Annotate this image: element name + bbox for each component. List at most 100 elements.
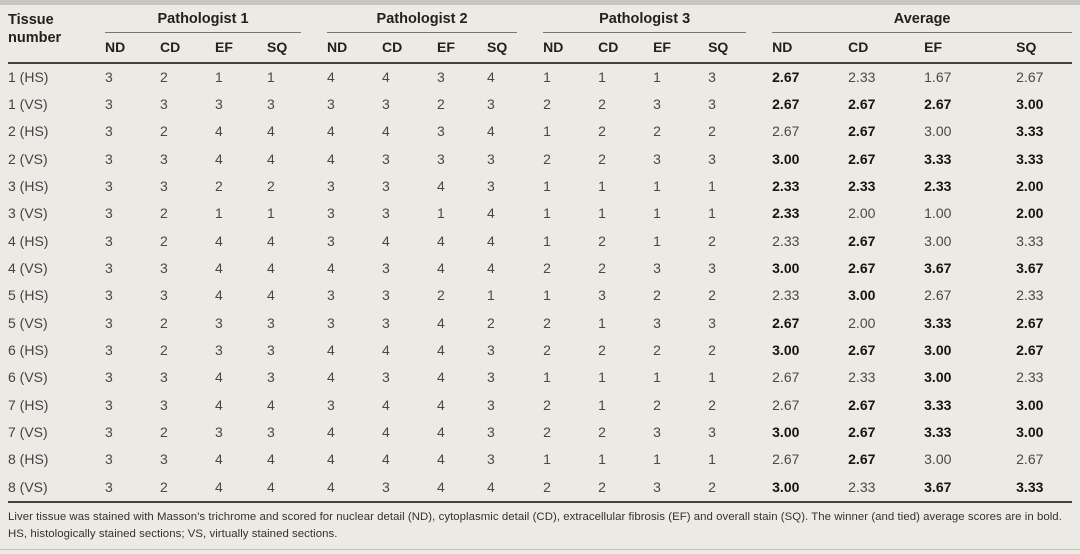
row-label: 5 (HS) bbox=[8, 287, 49, 304]
average-cell: 2.67 bbox=[1016, 69, 1044, 86]
column-header-tissue-number: Tissue number bbox=[8, 5, 105, 64]
score-cell: 3 bbox=[105, 232, 113, 249]
score-cell: 2 bbox=[543, 342, 551, 359]
score-cell: 3 bbox=[487, 369, 495, 386]
average-cell: 3.33 bbox=[1016, 232, 1044, 249]
average-cell: 3.33 bbox=[924, 150, 952, 167]
score-cell: 1 bbox=[708, 178, 716, 195]
score-cell: 4 bbox=[267, 396, 275, 413]
row-label: 8 (VS) bbox=[8, 478, 48, 495]
score-cell: 2 bbox=[708, 396, 716, 413]
score-cell: 2 bbox=[437, 287, 445, 304]
score-cell: 1 bbox=[708, 205, 716, 222]
score-cell: 2 bbox=[653, 123, 661, 140]
score-cell: 3 bbox=[105, 424, 113, 441]
score-cell: 2 bbox=[708, 232, 716, 249]
score-cell: 3 bbox=[382, 369, 390, 386]
average-cell: 2.67 bbox=[1016, 314, 1044, 331]
average-cell: 2.00 bbox=[1016, 178, 1044, 195]
score-cell: 2 bbox=[598, 123, 606, 140]
table-row: 1 (HS) 3 2 1 1 4 4 3 4 1 1 1 3 2.67 2.33 1.67 2.67 bbox=[8, 63, 1072, 90]
bottom-border-line bbox=[0, 549, 1080, 550]
score-cell: 4 bbox=[215, 396, 223, 413]
score-cell: 3 bbox=[327, 232, 335, 249]
average-cell: 2.67 bbox=[772, 314, 800, 331]
column-header-p2-nd: ND bbox=[327, 33, 383, 64]
average-cell: 2.67 bbox=[772, 451, 800, 468]
row-label: 4 (VS) bbox=[8, 260, 48, 277]
average-cell: 2.33 bbox=[924, 178, 952, 195]
average-cell: 1.00 bbox=[924, 205, 952, 222]
row-label: 6 (HS) bbox=[8, 342, 49, 359]
column-group-pathologist-2: Pathologist 2 bbox=[327, 5, 543, 33]
average-cell: 3.00 bbox=[924, 232, 952, 249]
column-header-p2-ef: EF bbox=[437, 33, 488, 64]
row-label: 6 (VS) bbox=[8, 369, 48, 386]
score-cell: 3 bbox=[382, 178, 390, 195]
table-body: 1 (HS) 3 2 1 1 4 4 3 4 1 1 1 3 2.67 2.33 1.67 2.67 1 (VS)… bbox=[8, 63, 1072, 501]
table-row: 7 (HS) 3 3 4 4 3 4 4 3 2 1 2 2 2.67 2.67 3.33 3.00 bbox=[8, 391, 1072, 418]
score-cell: 2 bbox=[215, 178, 223, 195]
score-cell: 4 bbox=[487, 260, 495, 277]
score-cell: 2 bbox=[160, 69, 168, 86]
top-border-strip bbox=[0, 0, 1080, 5]
score-cell: 4 bbox=[327, 150, 335, 167]
score-cell: 3 bbox=[487, 424, 495, 441]
score-cell: 2 bbox=[543, 96, 551, 113]
score-cell: 3 bbox=[105, 96, 113, 113]
score-cell: 4 bbox=[215, 150, 223, 167]
score-cell: 4 bbox=[382, 342, 390, 359]
score-cell: 4 bbox=[327, 424, 335, 441]
column-header-p3-ef: EF bbox=[653, 33, 709, 64]
score-cell: 4 bbox=[437, 396, 445, 413]
average-cell: 2.33 bbox=[848, 478, 876, 495]
score-cell: 3 bbox=[487, 178, 495, 195]
row-label: 4 (HS) bbox=[8, 232, 49, 249]
score-cell: 1 bbox=[653, 232, 661, 249]
row-label: 8 (HS) bbox=[8, 451, 49, 468]
score-cell: 3 bbox=[708, 150, 716, 167]
average-cell: 2.33 bbox=[772, 205, 800, 222]
score-cell: 1 bbox=[543, 205, 551, 222]
score-cell: 2 bbox=[598, 260, 606, 277]
score-cell: 4 bbox=[437, 478, 445, 495]
average-cell: 2.67 bbox=[848, 451, 876, 468]
score-cell: 3 bbox=[215, 96, 223, 113]
score-cell: 1 bbox=[708, 369, 716, 386]
score-cell: 3 bbox=[437, 123, 445, 140]
score-cell: 2 bbox=[653, 342, 661, 359]
score-cell: 3 bbox=[708, 314, 716, 331]
score-cell: 1 bbox=[708, 451, 716, 468]
score-cell: 2 bbox=[160, 232, 168, 249]
score-cell: 2 bbox=[160, 478, 168, 495]
score-cell: 4 bbox=[487, 232, 495, 249]
score-cell: 3 bbox=[437, 69, 445, 86]
average-cell: 2.67 bbox=[848, 342, 876, 359]
score-cell: 4 bbox=[267, 287, 275, 304]
score-cell: 4 bbox=[382, 424, 390, 441]
score-cell: 4 bbox=[327, 69, 335, 86]
score-cell: 1 bbox=[653, 69, 661, 86]
average-cell: 2.67 bbox=[848, 260, 876, 277]
score-cell: 1 bbox=[543, 123, 551, 140]
row-label: 5 (VS) bbox=[8, 314, 48, 331]
row-label: 3 (HS) bbox=[8, 178, 49, 195]
average-cell: 3.33 bbox=[1016, 478, 1044, 495]
score-cell: 4 bbox=[327, 123, 335, 140]
score-cell: 1 bbox=[215, 69, 223, 86]
average-cell: 2.67 bbox=[772, 69, 800, 86]
score-cell: 4 bbox=[327, 478, 335, 495]
column-header-p1-cd: CD bbox=[160, 33, 215, 64]
average-cell: 2.33 bbox=[772, 287, 800, 304]
score-cell: 4 bbox=[487, 478, 495, 495]
score-cell: 3 bbox=[382, 150, 390, 167]
average-cell: 3.00 bbox=[924, 342, 952, 359]
score-cell: 3 bbox=[382, 205, 390, 222]
score-cell: 4 bbox=[437, 314, 445, 331]
table-header: Tissue number Pathologist 1 Pathologist … bbox=[8, 5, 1073, 64]
score-cell: 1 bbox=[653, 369, 661, 386]
score-cell: 1 bbox=[543, 369, 551, 386]
score-cell: 2 bbox=[598, 478, 606, 495]
score-cell: 3 bbox=[327, 178, 335, 195]
score-cell: 4 bbox=[327, 342, 335, 359]
